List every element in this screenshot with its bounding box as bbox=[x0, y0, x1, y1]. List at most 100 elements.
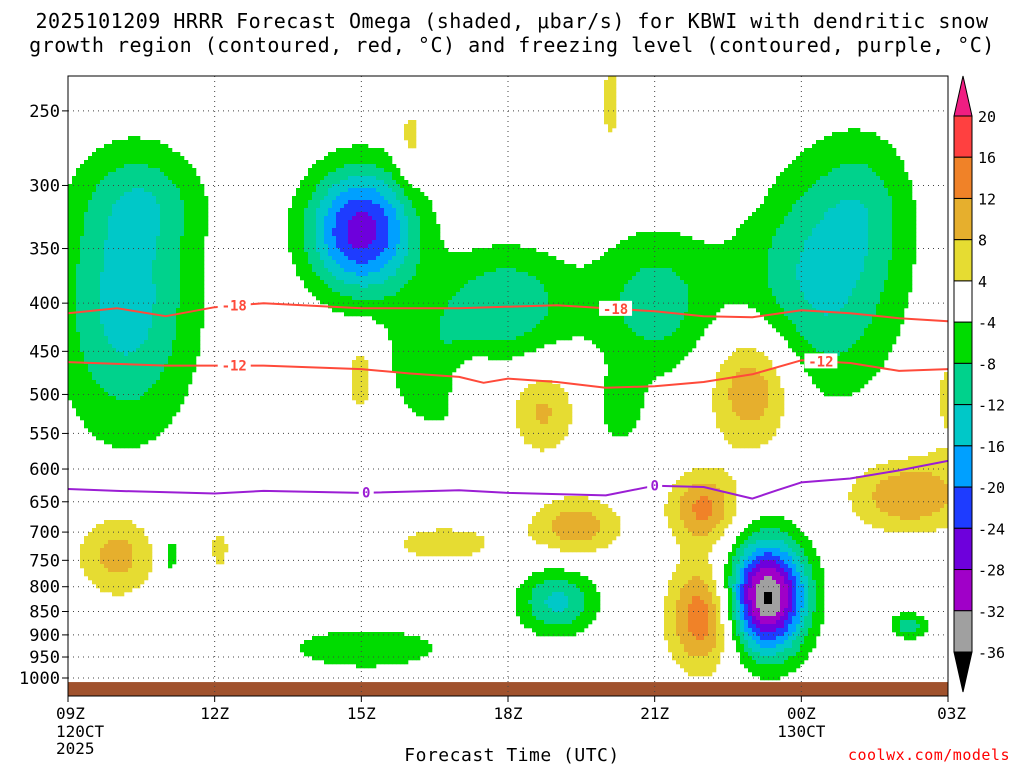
omega-cell bbox=[900, 196, 905, 201]
omega-cell bbox=[812, 188, 817, 193]
omega-cell bbox=[860, 276, 865, 281]
omega-cell bbox=[384, 188, 389, 193]
omega-cell bbox=[300, 268, 305, 273]
omega-cell bbox=[396, 256, 401, 261]
omega-cell bbox=[528, 296, 533, 301]
omega-cell bbox=[884, 268, 889, 273]
omega-cell bbox=[420, 220, 425, 225]
omega-cell bbox=[848, 280, 853, 285]
omega-cell bbox=[488, 256, 493, 261]
omega-cell bbox=[788, 284, 793, 289]
omega-cell bbox=[392, 236, 397, 241]
omega-cell bbox=[868, 156, 873, 161]
omega-cell bbox=[296, 232, 301, 237]
omega-cell bbox=[68, 288, 73, 293]
omega-cell bbox=[824, 140, 829, 145]
omega-cell bbox=[296, 200, 301, 205]
omega-cell bbox=[80, 172, 85, 177]
omega-cell bbox=[364, 252, 369, 257]
omega-cell bbox=[76, 296, 81, 301]
omega-cell bbox=[572, 292, 577, 297]
omega-cell bbox=[112, 220, 117, 225]
omega-cell bbox=[92, 152, 97, 157]
omega-cell bbox=[564, 280, 569, 285]
omega-cell bbox=[148, 216, 153, 221]
omega-cell bbox=[156, 140, 161, 145]
omega-cell bbox=[352, 224, 357, 229]
omega-cell bbox=[748, 268, 753, 273]
omega-cell bbox=[180, 208, 185, 213]
omega-cell bbox=[320, 192, 325, 197]
omega-cell bbox=[868, 212, 873, 217]
omega-cell bbox=[308, 192, 313, 197]
omega-cell bbox=[768, 244, 773, 249]
omega-cell bbox=[600, 280, 605, 285]
omega-cell bbox=[724, 268, 729, 273]
omega-cell bbox=[324, 240, 329, 245]
omega-cell bbox=[596, 264, 601, 269]
omega-cell bbox=[136, 196, 141, 201]
omega-cell bbox=[300, 192, 305, 197]
omega-cell bbox=[136, 288, 141, 293]
omega-cell bbox=[644, 264, 649, 269]
omega-cell bbox=[316, 160, 321, 165]
omega-cell bbox=[136, 224, 141, 229]
omega-cell bbox=[384, 212, 389, 217]
omega-cell bbox=[112, 256, 117, 261]
omega-cell bbox=[788, 288, 793, 293]
omega-cell bbox=[524, 256, 529, 261]
omega-cell bbox=[580, 284, 585, 289]
omega-cell bbox=[500, 264, 505, 269]
omega-cell bbox=[760, 260, 765, 265]
omega-cell bbox=[372, 292, 377, 297]
omega-cell bbox=[80, 248, 85, 253]
omega-cell bbox=[828, 160, 833, 165]
omega-cell bbox=[100, 272, 105, 277]
omega-cell bbox=[900, 272, 905, 277]
omega-cell bbox=[608, 268, 613, 273]
omega-cell bbox=[844, 160, 849, 165]
omega-cell bbox=[348, 216, 353, 221]
omega-cell bbox=[116, 228, 121, 233]
omega-cell bbox=[172, 284, 177, 289]
omega-cell bbox=[808, 264, 813, 269]
omega-cell bbox=[832, 284, 837, 289]
omega-cell bbox=[836, 204, 841, 209]
omega-cell bbox=[292, 220, 297, 225]
omega-cell bbox=[656, 280, 661, 285]
omega-cell bbox=[836, 132, 841, 137]
omega-cell bbox=[76, 220, 81, 225]
omega-cell bbox=[900, 240, 905, 245]
omega-cell bbox=[376, 244, 381, 249]
omega-cell bbox=[148, 252, 153, 257]
omega-cell bbox=[72, 176, 77, 181]
omega-cell bbox=[324, 156, 329, 161]
omega-cell bbox=[404, 188, 409, 193]
omega-cell bbox=[92, 288, 97, 293]
omega-cell bbox=[892, 156, 897, 161]
omega-cell bbox=[908, 280, 913, 285]
omega-cell bbox=[800, 212, 805, 217]
omega-cell bbox=[108, 196, 113, 201]
omega-cell bbox=[128, 280, 133, 285]
omega-cell bbox=[148, 144, 153, 149]
omega-cell bbox=[412, 284, 417, 289]
omega-cell bbox=[128, 176, 133, 181]
omega-cell bbox=[616, 260, 621, 265]
omega-cell bbox=[364, 232, 369, 237]
omega-cell bbox=[904, 248, 909, 253]
omega-cell bbox=[336, 160, 341, 165]
omega-cell bbox=[800, 256, 805, 261]
omega-cell bbox=[92, 264, 97, 269]
omega-cell bbox=[336, 292, 341, 297]
omega-cell bbox=[764, 284, 769, 289]
omega-cell bbox=[696, 264, 701, 269]
omega-cell bbox=[904, 272, 909, 277]
omega-cell bbox=[680, 252, 685, 257]
omega-cell bbox=[912, 232, 917, 237]
omega-cell bbox=[812, 280, 817, 285]
omega-cell bbox=[876, 152, 881, 157]
omega-cell bbox=[100, 152, 105, 157]
chart-title-line1: 2025101209 HRRR Forecast Omega (shaded, … bbox=[35, 9, 989, 33]
omega-cell bbox=[300, 232, 305, 237]
